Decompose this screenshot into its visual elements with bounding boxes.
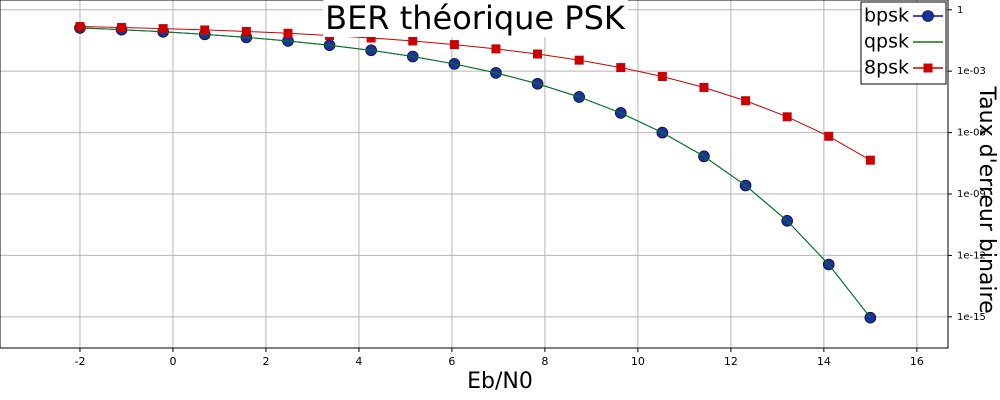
x-tick-label: 8 (541, 355, 548, 368)
data-point (824, 131, 834, 141)
data-point (657, 71, 667, 81)
legend: bpsk qpsk 8psk (860, 1, 947, 85)
data-point (533, 49, 543, 59)
legend-label: 8psk (864, 57, 909, 79)
x-tick-label: -2 (74, 355, 85, 368)
data-point (616, 63, 626, 73)
y-tick-label: 1 (957, 5, 963, 16)
data-point (741, 96, 751, 106)
data-point (491, 44, 501, 54)
x-tick-label: 16 (910, 355, 924, 368)
series-line (79, 27, 871, 318)
y-tick-label: 1e-09 (957, 189, 986, 200)
data-point (241, 26, 251, 36)
series-line (79, 26, 871, 161)
x-tick-label: 4 (355, 355, 362, 368)
x-tick-label: 0 (169, 355, 176, 368)
data-point (75, 22, 85, 32)
x-tick-label: 6 (448, 355, 455, 368)
data-point (408, 36, 418, 46)
x-tick-label: 14 (817, 355, 831, 368)
data-point (865, 155, 875, 165)
data-point (158, 24, 168, 34)
plot-frame (0, 0, 949, 349)
x-tick-label: 12 (724, 355, 738, 368)
data-point (449, 40, 459, 50)
y-tick-label: 1e-03 (957, 66, 986, 77)
data-point (699, 82, 709, 92)
data-point (117, 22, 127, 32)
data-point (283, 28, 293, 38)
x-tick-label: 10 (631, 355, 645, 368)
legend-label: qpsk (864, 31, 909, 53)
data-point (200, 25, 210, 35)
x-axis-title: Eb/N0 (467, 369, 533, 394)
legend-marker (922, 10, 934, 22)
legend-marker (923, 63, 933, 73)
title-background (323, 0, 628, 37)
y-tick-label: 1e-06 (957, 128, 986, 139)
data-point (574, 55, 584, 65)
data-point (366, 33, 376, 43)
x-tick-label: 2 (262, 355, 269, 368)
y-axis-title: Taux d'erreur binaire (974, 85, 999, 313)
y-tick-label: 1e-15 (957, 312, 986, 323)
y-tick-label: 1e-12 (957, 250, 986, 261)
legend-label: bpsk (864, 5, 909, 27)
data-point (782, 112, 792, 122)
chart-title: BER théorique PSK (325, 0, 626, 37)
